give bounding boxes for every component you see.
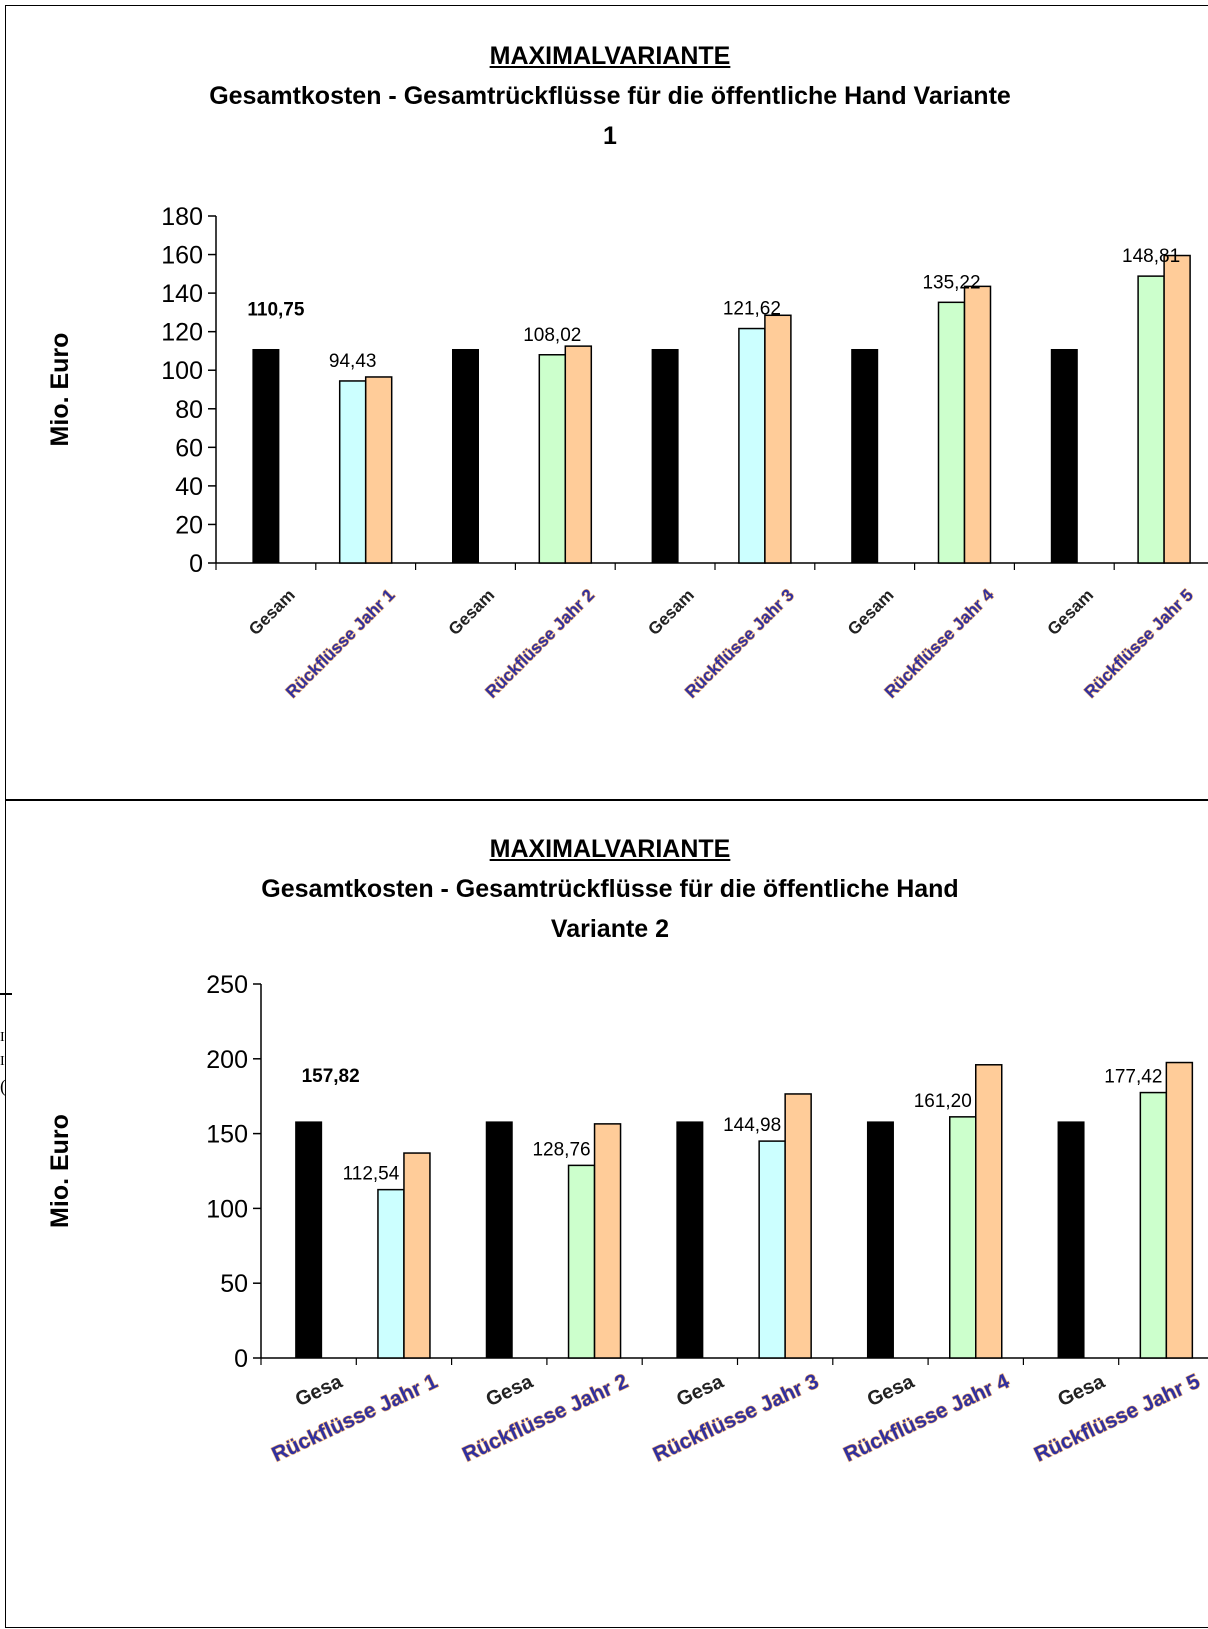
chart-1-bar-cost-3 [651,348,679,564]
chart-1-title: MAXIMALVARIANTE [489,42,731,70]
chart-2-bar-extra-2 [593,1123,622,1359]
chart-2-data-label-cost-1: 157,82 [302,1066,360,1087]
chart-1-y-tick-label: 160 [161,242,203,270]
chart-2-data-label-return-2: 128,76 [532,1139,590,1160]
chart-1-bar-cost-5 [1050,348,1078,564]
chart-1-bar-cost-2 [452,348,479,564]
chart-1-bar-extra-4 [963,285,992,564]
chart-1-y-tick-label: 180 [161,203,203,231]
chart-2-y-tick-label: 200 [206,1046,248,1074]
chart-1-y-axis-label: Mio. Euro [46,333,74,447]
chart-1-x-category-label: Gesam [644,585,698,639]
chart-2-x-category-label: Gesa [864,1370,918,1411]
chart-2-bar-return-5 [1139,1091,1168,1359]
chart-2-plot: Mio. Euro 0 50 100 150 200 250 157,82 112,54 128,… [46,971,1208,1467]
chart-2-bar-cost-5 [1057,1121,1085,1359]
chart-panel-2: MAXIMALVARIANTE Gesamtkosten - Gesamtrüc… [5,800,1208,1628]
chart-1-x-category-label: Gesam [1044,585,1098,639]
chart-1-data-label-return-5: 148,81 [1122,246,1180,267]
chart-1-bar-return-5 [1137,275,1165,564]
chart-1-x-category-label: Rückflüsse Jahr 5 [1081,585,1197,701]
chart-1-bar-return-1 [338,380,367,564]
chart-1-x-category-label: Rückflüsse Jahr 2 [482,585,598,701]
chart-2-y-tick-label: 250 [206,971,248,999]
chart-2-title: MAXIMALVARIANTE [489,835,731,863]
chart-2-x-category-label: Gesa [1055,1370,1109,1411]
left-edge-rule [0,993,12,995]
chart-1-data-label-cost-1: 110,75 [247,299,304,320]
chart-1-x-category-label: Rückflüsse Jahr 3 [681,585,797,701]
chart-1-bar-cost-1 [252,348,280,564]
chart-2-bar-extra-5 [1165,1061,1194,1359]
chart-2-y-tick-label: 100 [206,1195,248,1223]
chart-1-bar-extra-3 [764,314,792,564]
chart-2-y-tick-label: 0 [234,1345,248,1373]
chart-2-y-tick-label: 50 [220,1270,248,1298]
chart-2-x-category-label: Gesa [292,1370,346,1411]
chart-1-y-tick-label: 60 [175,434,203,462]
chart-1-data-label-return-1: 94,43 [329,351,377,372]
chart-2-bar-return-2 [567,1164,596,1359]
chart-1-data-label-return-4: 135,22 [922,272,980,293]
chart-2-x-category-label: Rückflüsse Jahr 1 [268,1370,441,1467]
chart-1-x-category-label: Gesam [245,585,299,639]
left-edge-fragment-3: ( [0,1076,6,1096]
chart-1-y-tick-label: 100 [161,357,203,385]
chart-2-x-category-label: Rückflüsse Jahr 3 [650,1370,823,1467]
chart-2-data-label-return-3: 144,98 [723,1115,781,1136]
chart-2-subtitle-line2: Variante 2 [550,915,670,943]
chart-2-x-category-label: Gesa [673,1370,727,1411]
chart-2-x-category-label: Rückflüsse Jahr 2 [459,1370,632,1467]
chart-2-y-tick-label: 150 [206,1121,248,1149]
chart-2-data-label-return-4: 161,20 [914,1091,972,1112]
chart-2-bar-return-1 [377,1188,405,1359]
chart-1-plot: Mio. Euro 0 20 40 60 80 100 120 140 160 180 110,75 9… [46,203,1208,702]
chart-1-y-tick-label: 20 [175,511,203,539]
chart-1-subtitle-line2: 1 [603,122,617,150]
chart-1-y-tick-label: 0 [189,550,203,578]
chart-1-bar-cost-4 [851,348,879,564]
chart-2-titles: MAXIMALVARIANTE Gesamtkosten - Gesamtrüc… [6,829,1208,949]
chart-2-bar-cost-1 [295,1121,323,1359]
chart-1-x-category-label: Gesam [844,585,898,639]
chart-1-subtitle-line1: Gesamtkosten - Gesamtrückflüsse für die … [209,82,1011,110]
chart-1-titles: MAXIMALVARIANTE Gesamtkosten - Gesamtrüc… [6,36,1208,156]
chart-panel-1: MAXIMALVARIANTE Gesamtkosten - Gesamtrüc… [5,5,1208,800]
chart-2-bar-cost-2 [485,1121,513,1359]
chart-2-y-axis-label: Mio. Euro [46,1114,74,1228]
chart-1-y-tick-label: 120 [161,319,203,347]
chart-2-bar-cost-4 [866,1121,894,1359]
chart-2-bar-extra-4 [975,1064,1003,1359]
chart-1-y-tick-label: 40 [175,473,203,501]
chart-1-data-label-return-2: 108,02 [523,325,581,346]
chart-2-data-label-return-5: 177,42 [1104,1067,1162,1088]
chart-2-bar-return-4 [949,1116,977,1359]
chart-1-x-category-label: Rückflüsse Jahr 4 [881,585,998,702]
chart-2-bar-cost-3 [676,1121,704,1359]
chart-2-x-category-label: Rückflüsse Jahr 4 [840,1370,1013,1467]
chart-1-bar-return-4 [937,301,966,564]
left-edge-fragment-1: I [0,1030,5,1045]
chart-1-data-label-return-3: 121,62 [723,299,781,320]
chart-1-bar-extra-2 [564,345,593,564]
chart-1-y-tick-label: 140 [161,280,203,308]
chart-1-bar-extra-1 [364,376,393,564]
chart-1-bar-return-3 [738,327,766,564]
chart-1-y-tick-label: 80 [175,396,203,424]
chart-1-bar-return-2 [538,354,567,564]
chart-1-bar-extra-5 [1163,254,1191,564]
chart-2-bar-extra-1 [403,1152,431,1359]
chart-1-x-category-label: Gesam [445,585,499,639]
chart-2-x-category-label: Rückflüsse Jahr 5 [1031,1370,1204,1467]
left-edge-fragment-2: I [0,1054,5,1069]
chart-2-x-category-label: Gesa [483,1370,537,1411]
chart-2-bar-return-3 [758,1140,786,1359]
chart-2-subtitle-line1: Gesamtkosten - Gesamtrückflüsse für die … [261,875,959,903]
chart-2-bar-extra-3 [784,1093,812,1359]
chart-2-data-label-return-1: 112,54 [343,1164,400,1185]
chart-1-x-category-label: Rückflüsse Jahr 1 [282,585,398,701]
